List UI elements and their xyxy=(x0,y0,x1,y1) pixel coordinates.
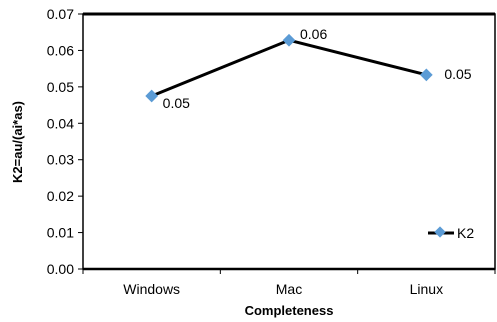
x-axis: Windows Mac Linux xyxy=(82,269,496,297)
y-tick-label: 0.03 xyxy=(47,152,74,168)
y-tick-label: 0.00 xyxy=(47,261,74,277)
x-tick-label: Linux xyxy=(410,281,443,297)
data-label: 0.05 xyxy=(444,66,471,82)
data-label: 0.06 xyxy=(300,26,327,42)
data-point xyxy=(145,89,159,103)
data-labels: 0.05 0.06 0.05 xyxy=(163,26,472,111)
y-tick-label: 0.02 xyxy=(47,188,74,204)
y-tick-label: 0.07 xyxy=(47,6,74,22)
y-axis-title: K2=au/(ai*as) xyxy=(10,101,25,183)
x-tick-label: Windows xyxy=(123,281,180,297)
y-tick-label: 0.05 xyxy=(47,79,74,95)
plot-frame xyxy=(82,13,496,270)
x-axis-title: Completeness xyxy=(245,303,334,318)
y-tick-label: 0.04 xyxy=(47,115,74,131)
legend: K2 xyxy=(428,225,474,241)
data-point xyxy=(282,33,296,47)
x-tick-label: Mac xyxy=(276,281,302,297)
legend-marker-swatch xyxy=(434,226,446,238)
legend-label: K2 xyxy=(457,225,474,241)
data-label: 0.05 xyxy=(163,95,190,111)
data-point xyxy=(419,68,433,82)
y-tick-label: 0.01 xyxy=(47,225,74,241)
y-axis: 0.00 0.01 0.02 0.03 0.04 0.05 0.06 0.07 xyxy=(47,6,83,277)
series-line xyxy=(151,38,427,98)
y-tick-label: 0.06 xyxy=(47,42,74,58)
series-k2 xyxy=(145,33,433,103)
